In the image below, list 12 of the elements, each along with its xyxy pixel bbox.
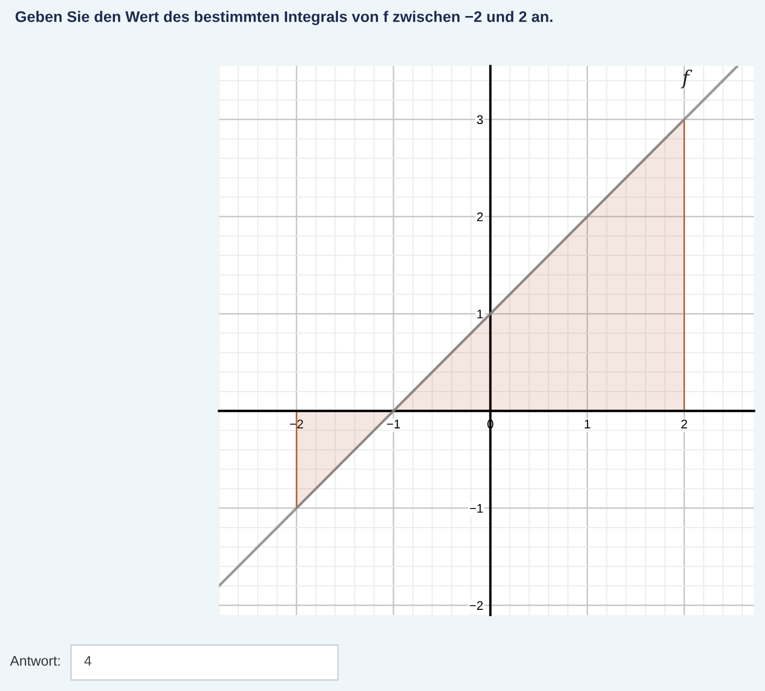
x-tick-label: −1 bbox=[386, 420, 400, 428]
y-tick-label: 3 bbox=[476, 115, 483, 124]
y-tick-label: 2 bbox=[477, 212, 483, 222]
y-tick-label: −2 bbox=[470, 601, 483, 610]
x-tick-label: 2 bbox=[681, 420, 688, 428]
text: Antwort: bbox=[10, 656, 60, 666]
series-label: f bbox=[680, 70, 692, 89]
y-tick-label: 1 bbox=[477, 310, 483, 318]
y-tick-label: −1 bbox=[470, 504, 483, 513]
x-tick-label: 1 bbox=[584, 420, 590, 428]
text: 4 bbox=[84, 656, 92, 666]
chart-title: Geben Sie den Wert des bestimmten Integrals von f zwischen −2 und 2 an. bbox=[16, 10, 552, 26]
